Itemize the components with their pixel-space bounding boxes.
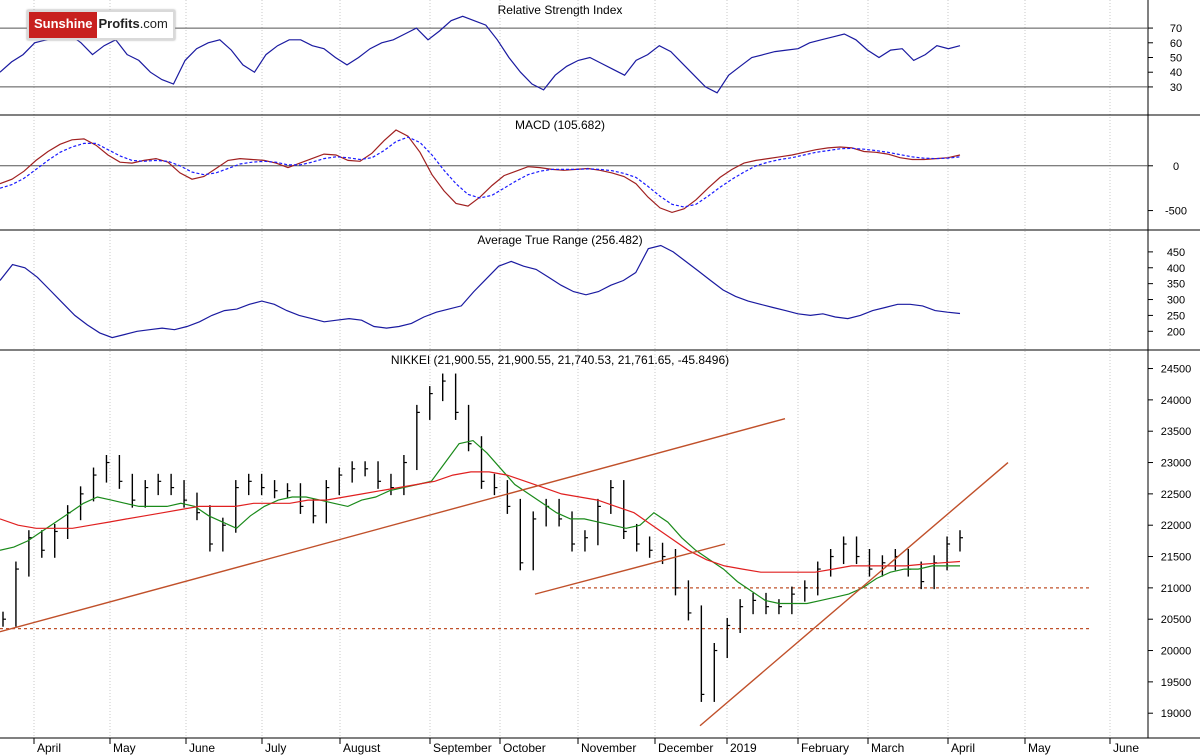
y-tick-label: 21000 (1161, 583, 1192, 595)
trendline (534, 543, 726, 595)
x-tick-label: February (801, 741, 849, 755)
trendline (0, 417, 786, 633)
y-tick-label: 23000 (1161, 458, 1192, 470)
panel-title: NIKKEI (21,900.55, 21,900.55, 21,740.53,… (391, 353, 729, 367)
price-panel: NIKKEI (21,900.55, 21,900.55, 21,740.53,… (0, 353, 1192, 727)
y-tick-label: 60 (1170, 38, 1182, 50)
y-tick-label: 22500 (1161, 489, 1192, 501)
y-tick-label: 300 (1167, 295, 1185, 307)
y-tick-label: 19500 (1161, 677, 1192, 689)
y-tick-label: 22000 (1161, 520, 1192, 532)
x-tick-label: August (343, 741, 381, 755)
y-tick-label: 21500 (1161, 552, 1192, 564)
y-tick-label: 19000 (1161, 708, 1192, 720)
grid-layer (0, 0, 1200, 739)
brand-suffix: .com (139, 16, 168, 31)
y-tick-label: -500 (1165, 206, 1187, 218)
macd-signal-line (0, 136, 961, 208)
macd-line (0, 129, 961, 214)
indicator-line (0, 15, 961, 94)
y-tick-label: 40 (1170, 67, 1182, 79)
x-tick-label: March (871, 741, 904, 755)
y-tick-label: 400 (1167, 263, 1185, 275)
trendline (699, 462, 1009, 727)
x-tick-label: July (265, 741, 286, 755)
panel-title: MACD (105.682) (515, 118, 605, 132)
panel-title: Average True Range (256.482) (477, 233, 642, 247)
x-tick-label: June (1113, 741, 1139, 755)
x-tick-label: December (658, 741, 713, 755)
x-tick-label: October (503, 741, 546, 755)
x-tick-label: April (37, 741, 61, 755)
y-tick-label: 250 (1167, 310, 1185, 322)
y-tick-label: 23500 (1161, 426, 1192, 438)
y-tick-label: 50 (1170, 53, 1182, 65)
x-tick-label: September (433, 741, 492, 755)
macd-panel: MACD (105.682) -500 0 (0, 118, 1187, 218)
y-tick-label: 0 (1173, 161, 1179, 173)
y-tick-label: 350 (1167, 279, 1185, 291)
indicator-line (0, 244, 961, 339)
brand-name-part1: Sunshine (29, 12, 97, 38)
x-axis: April May June July August September October No… (0, 737, 1200, 755)
y-tick-label: 200 (1167, 326, 1185, 338)
x-tick-label: April (951, 741, 975, 755)
brand-logo: Sunshine Profits.com (27, 10, 175, 40)
y-tick-label: 450 (1167, 247, 1185, 259)
y-tick-label: 24000 (1161, 395, 1192, 407)
x-tick-label: November (581, 741, 636, 755)
y-tick-label: 20000 (1161, 646, 1192, 658)
fast-average-line (0, 439, 960, 605)
brand-name-part2: Profits (98, 16, 140, 31)
y-tick-label: 70 (1170, 23, 1182, 35)
y-tick-label: 24500 (1161, 364, 1192, 376)
panel-title: Relative Strength Index (498, 3, 623, 17)
x-tick-label: June (189, 741, 215, 755)
x-tick-label: 2019 (730, 741, 757, 755)
rsi-panel: Relative Strength Index 30 40 50 60 70 (0, 3, 1182, 94)
slow-average-line (0, 471, 961, 573)
y-tick-label: 20500 (1161, 614, 1192, 626)
atr-panel: Average True Range (256.482) 200 250 300 350… (0, 233, 1185, 338)
y-tick-label: 30 (1170, 82, 1182, 94)
x-tick-label: May (1028, 741, 1051, 755)
x-tick-label: May (113, 741, 136, 755)
